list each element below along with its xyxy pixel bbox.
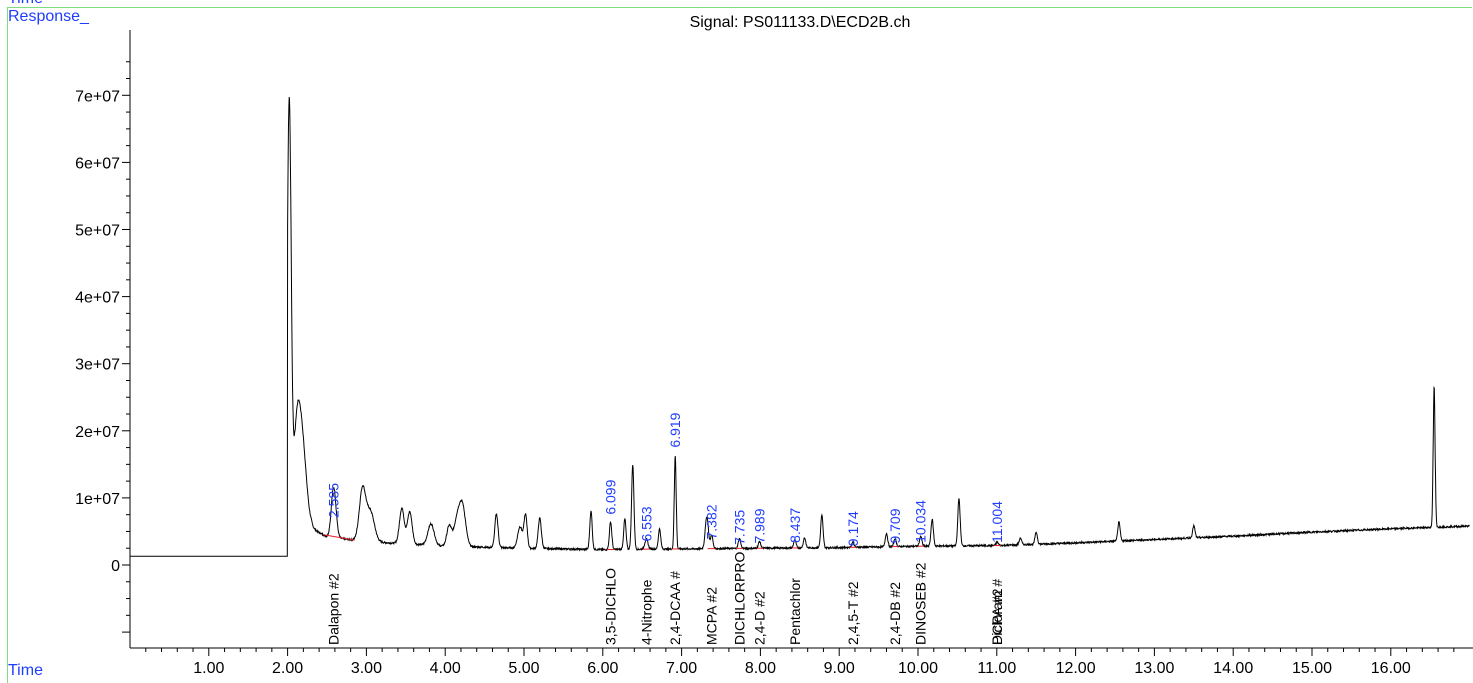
- compound-label: Pentachlor: [787, 578, 803, 645]
- y-axis-label: Response_: [8, 8, 89, 25]
- axes: 1.00 2.00 3.00 4.00 5.00 6.00 7.00 8.00 9.00 10.0…: [75, 30, 1473, 677]
- retention-time-label: 9.174: [845, 511, 861, 546]
- x-tick-label: 2.00: [272, 660, 303, 677]
- retention-time-label: 7.735: [732, 510, 748, 545]
- corner-time-label: Time: [8, 0, 43, 8]
- x-tick-label: 10.00: [898, 660, 938, 677]
- compound-label: DINOSEB #2: [913, 562, 929, 645]
- x-tick-label: 8.00: [745, 660, 776, 677]
- retention-time-label: 9.709: [887, 508, 903, 543]
- chart-frame: [7, 7, 1472, 683]
- x-tick-label: 1.00: [193, 660, 224, 677]
- retention-time-label: 8.437: [787, 508, 803, 543]
- retention-time-label: 10.034: [913, 500, 929, 543]
- x-tick-label: 11.00: [977, 660, 1016, 677]
- compound-label: 4-Nitrophe: [638, 579, 654, 645]
- compound-label: Picloram #: [989, 579, 1005, 645]
- compound-label: 2,4-D #2: [752, 591, 768, 645]
- x-tick-label: 5.00: [508, 660, 539, 677]
- retention-time-label: 11.004: [989, 501, 1005, 543]
- x-tick-label: 12.00: [1056, 660, 1096, 677]
- x-tick-label: 16.00: [1371, 660, 1411, 677]
- y-tick-label: 4e+07: [75, 290, 120, 307]
- x-tick-label: 15.00: [1292, 660, 1332, 677]
- y-tick-label: 1e+07: [75, 491, 120, 508]
- y-tick-label: 5e+07: [75, 223, 120, 240]
- y-tick-label: 7e+07: [75, 88, 120, 105]
- retention-time-label: 2.585: [326, 483, 342, 518]
- integration-baseline: [322, 534, 355, 541]
- y-tick-label: 2e+07: [75, 424, 120, 441]
- compound-label: Dalapon #2: [326, 573, 342, 645]
- compound-label: DICHLORPRO: [732, 552, 748, 645]
- chart-title: Signal: PS011133.D\ECD2B.ch: [689, 14, 911, 31]
- compound-label: DCPA #2: [989, 588, 1005, 645]
- signal-trace: [130, 96, 1470, 557]
- x-tick-label: 13.00: [1134, 660, 1174, 677]
- y-tick-label: 3e+07: [75, 357, 120, 374]
- x-tick-label: 4.00: [430, 660, 461, 677]
- retention-time-label: 7.989: [752, 508, 768, 543]
- compound-label: MCPA #2: [704, 587, 720, 645]
- retention-time-label: 6.099: [603, 479, 619, 514]
- x-tick-label: 3.00: [351, 660, 382, 677]
- y-tick-label: 0: [111, 558, 120, 575]
- x-tick-label: 14.00: [1213, 660, 1253, 677]
- compound-label: 2,4-DB #2: [887, 582, 903, 645]
- compound-label: 2,4-DCAA #: [667, 571, 683, 645]
- x-axis-label: Time: [8, 662, 43, 679]
- retention-time-label: 6.919: [667, 412, 683, 447]
- compound-label: 3,5-DICHLO: [603, 568, 619, 645]
- x-tick-label: 9.00: [824, 660, 855, 677]
- y-tick-label: 6e+07: [75, 155, 120, 172]
- x-tick-label: 6.00: [587, 660, 618, 677]
- peak-labels: 2.585 6.099 6.553 6.919 7.382 7.735 7.989 8.437…: [326, 412, 1005, 645]
- compound-label: 2,4,5-T #2: [845, 581, 861, 645]
- x-tick-label: 7.00: [666, 660, 697, 677]
- retention-time-label: 6.553: [638, 506, 654, 541]
- retention-time-label: 7.382: [704, 504, 720, 539]
